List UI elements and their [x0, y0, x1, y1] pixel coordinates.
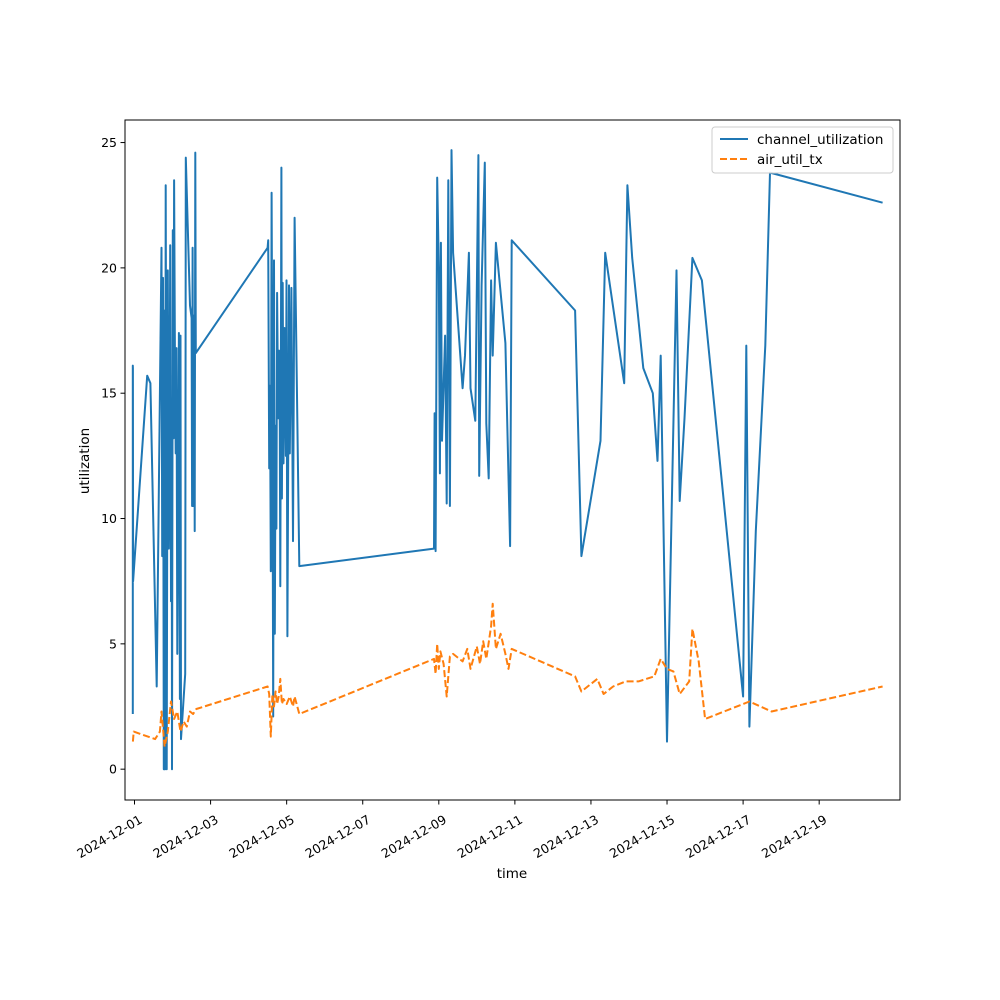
- x-tick-label: 2024-12-15: [607, 812, 677, 861]
- x-tick-label: 2024-12-19: [759, 812, 829, 861]
- legend-label-air-util-tx: air_util_tx: [757, 152, 823, 168]
- x-tick-label: 2024-12-05: [226, 812, 296, 861]
- x-tick-label: 2024-12-07: [302, 812, 372, 861]
- y-tick-label: 20: [101, 260, 117, 275]
- y-tick-label: 15: [101, 386, 117, 401]
- x-tick-label: 2024-12-13: [531, 812, 601, 861]
- y-tick-label: 10: [101, 511, 117, 526]
- y-tick-label: 0: [109, 762, 117, 777]
- x-tick-label: 2024-12-03: [150, 812, 220, 861]
- x-tick-label: 2024-12-17: [683, 812, 753, 861]
- x-axis: 2024-12-01 2024-12-03 2024-12-05 2024-12-07…: [74, 800, 829, 861]
- plot-area: [131, 149, 883, 771]
- x-tick-label: 2024-12-11: [455, 812, 525, 861]
- legend-box: [711, 126, 894, 174]
- legend-label-channel-utilization: channel_utilization: [757, 132, 884, 148]
- y-tick-label: 25: [101, 135, 117, 150]
- x-tick-label: 2024-12-01: [74, 812, 144, 861]
- series-line-channel-utilization: [131, 149, 883, 771]
- legend: channel_utilization air_util_tx: [711, 126, 894, 174]
- y-tick-label: 5: [109, 636, 117, 651]
- plot-frame: [124, 119, 901, 801]
- x-tick-label: 2024-12-09: [379, 812, 449, 861]
- series-line-air-util-tx: [131, 602, 883, 748]
- y-axis: 0 5 10 15 20 25: [101, 135, 125, 777]
- y-axis-label: utilization: [77, 428, 93, 494]
- x-axis-label: time: [497, 866, 528, 882]
